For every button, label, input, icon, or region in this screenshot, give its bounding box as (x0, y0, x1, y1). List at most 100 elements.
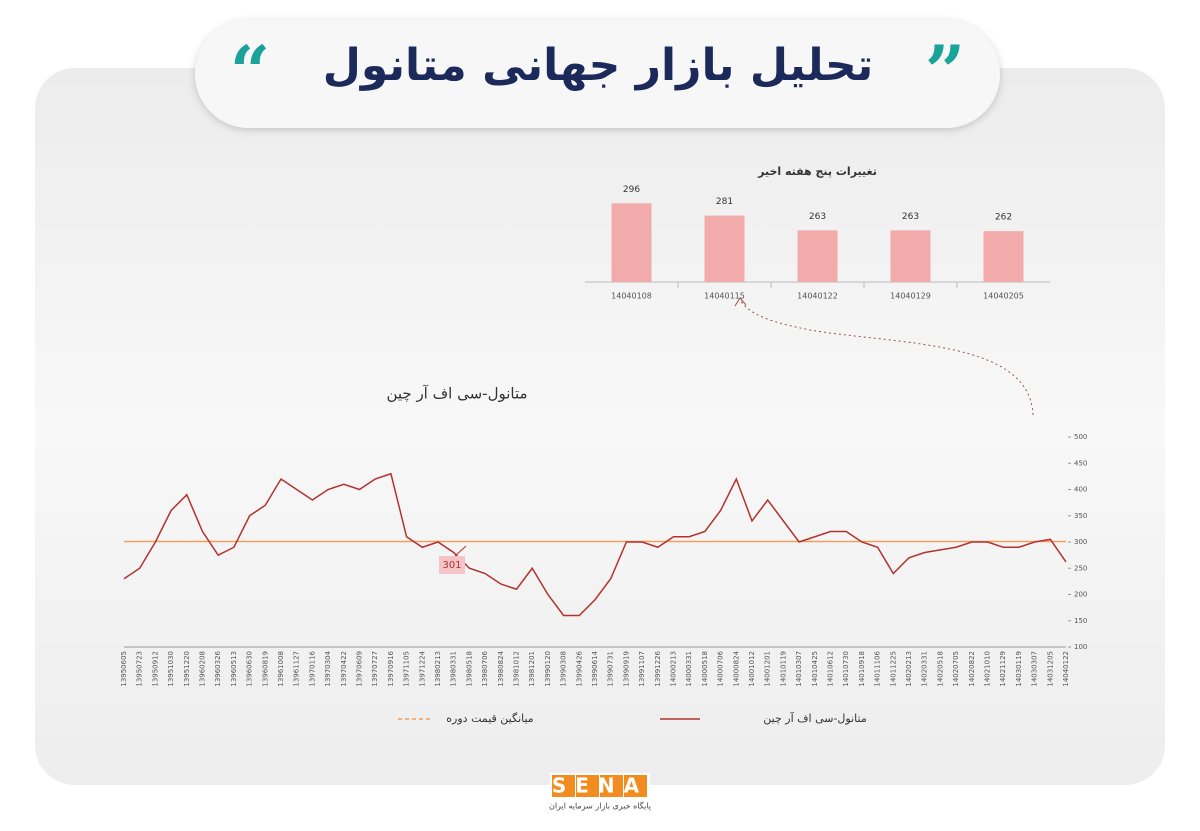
quote-icon: ” (925, 30, 965, 113)
y-tick-label: 400 (1074, 486, 1087, 494)
x-tick-label: 14021010 (984, 651, 992, 687)
logo-box (624, 775, 647, 797)
logo-box (600, 775, 623, 797)
chart-title: تغییرات پنج هفته اخیر (757, 165, 877, 178)
x-tick-label: 13960326 (214, 650, 222, 686)
annotation-box (439, 556, 465, 574)
x-tick-label: 13950912 (151, 651, 159, 687)
x-tick-label: 13980331 (450, 651, 458, 687)
x-tick-label: 14040115 (704, 292, 745, 301)
header-title: تحلیل بازار جهانی متانول (323, 40, 874, 91)
x-tick-label: 14010425 (811, 651, 819, 687)
x-tick-label: 14000824 (732, 650, 740, 686)
y-tick-label: 450 (1074, 459, 1087, 467)
y-tick-label: 500 (1074, 433, 1087, 441)
x-tick-label: 13971105 (403, 651, 411, 687)
value-label: 296 (623, 185, 640, 195)
y-tick-label: 250 (1074, 564, 1087, 572)
x-tick-label: 14010918 (858, 651, 866, 687)
x-tick-label: 14001012 (748, 651, 756, 687)
x-tick-label: 14040122 (1062, 651, 1070, 687)
logo-box (552, 775, 575, 797)
x-tick-label: 13980706 (481, 650, 489, 686)
x-tick-label: 14000518 (701, 651, 709, 687)
x-tick-label: 13990120 (544, 651, 552, 687)
x-tick-label: 13970304 (324, 650, 332, 686)
x-tick-label: 13961008 (277, 651, 285, 687)
x-tick-label: 14040129 (890, 292, 931, 301)
x-tick-label: 14011225 (889, 651, 897, 687)
x-tick-label: 13990308 (560, 651, 568, 687)
x-tick-label: 14000331 (685, 651, 693, 687)
x-tick-label: 13980824 (497, 650, 505, 686)
bar (611, 203, 652, 282)
bar (797, 230, 838, 282)
x-tick-label: 13990426 (575, 650, 583, 686)
x-tick-label: 14020331 (921, 651, 929, 687)
x-tick-label: 13960630 (246, 651, 254, 687)
legend-label: متانول-سی اف آر چین (763, 711, 867, 725)
y-tick-label: 300 (1074, 538, 1087, 546)
x-tick-label: 13971224 (418, 650, 426, 686)
x-tick-label: 13951030 (167, 651, 175, 687)
y-tick-label: 200 (1074, 591, 1087, 599)
x-tick-label: 14020518 (936, 651, 944, 687)
logo-subtitle: پایگاه خبری بازار سرمایه ایران (549, 801, 651, 811)
annotation-label: 301 (442, 560, 461, 571)
x-tick-label: 13970916 (387, 650, 395, 686)
bar (704, 215, 745, 282)
x-tick-label: 14020705 (952, 651, 960, 687)
x-tick-label: 14040108 (611, 292, 652, 301)
logo-box (576, 775, 599, 797)
x-tick-label: 14010307 (795, 651, 803, 687)
y-tick-label: 350 (1074, 512, 1087, 520)
x-tick-label: 13990919 (622, 651, 630, 687)
x-tick-label: 13950723 (136, 651, 144, 687)
bar (983, 231, 1024, 282)
x-tick-label: 13970116 (308, 650, 316, 686)
x-tick-label: 14040122 (797, 292, 838, 301)
y-tick-label: 100 (1074, 643, 1087, 651)
value-label: 263 (902, 212, 919, 222)
x-tick-label: 13990614 (591, 650, 599, 686)
header-pill (195, 20, 1000, 128)
value-label: 262 (995, 213, 1012, 223)
x-tick-label: 13960208 (199, 651, 207, 687)
x-tick-label: 14031205 (1046, 651, 1054, 687)
x-tick-label: 13970727 (371, 651, 379, 687)
x-tick-label: 13991226 (654, 650, 662, 686)
price-line (123, 472, 1067, 617)
connector-arrow (739, 299, 1034, 416)
x-tick-label: 14040205 (983, 292, 1024, 301)
x-tick-label: 13960513 (230, 651, 238, 687)
bar (890, 230, 931, 282)
x-tick-label: 14020213 (905, 651, 913, 687)
x-tick-label: 13991107 (638, 651, 646, 687)
x-tick-label: 13951220 (183, 651, 191, 687)
x-tick-label: 14030307 (1031, 651, 1039, 687)
x-tick-label: 13981012 (513, 651, 521, 687)
y-tick-label: 150 (1074, 617, 1087, 625)
x-tick-label: 13961127 (293, 651, 301, 687)
x-tick-label: 13960819 (261, 651, 269, 687)
x-tick-label: 14001201 (764, 651, 772, 687)
x-tick-label: 14010730 (842, 651, 850, 687)
x-tick-label: 13950605 (120, 651, 128, 687)
x-tick-label: 14020822 (968, 651, 976, 687)
chart-title: متانول-سی اف آر چین (386, 385, 527, 403)
x-tick-label: 13990731 (607, 651, 615, 687)
x-tick-label: 13981201 (528, 651, 536, 687)
x-tick-label: 13980213 (434, 651, 442, 687)
x-tick-label: 14010612 (827, 651, 835, 687)
card (35, 68, 1165, 785)
logo-text: SENA (552, 774, 648, 798)
x-tick-label: 13980518 (465, 651, 473, 687)
quote-icon: “ (230, 30, 270, 113)
x-tick-label: 14000706 (717, 650, 725, 686)
legend-label: میانگین قیمت دوره (446, 712, 534, 725)
value-label: 281 (716, 197, 733, 207)
x-tick-label: 14030119 (1015, 651, 1023, 687)
annotation-leader (454, 545, 467, 557)
